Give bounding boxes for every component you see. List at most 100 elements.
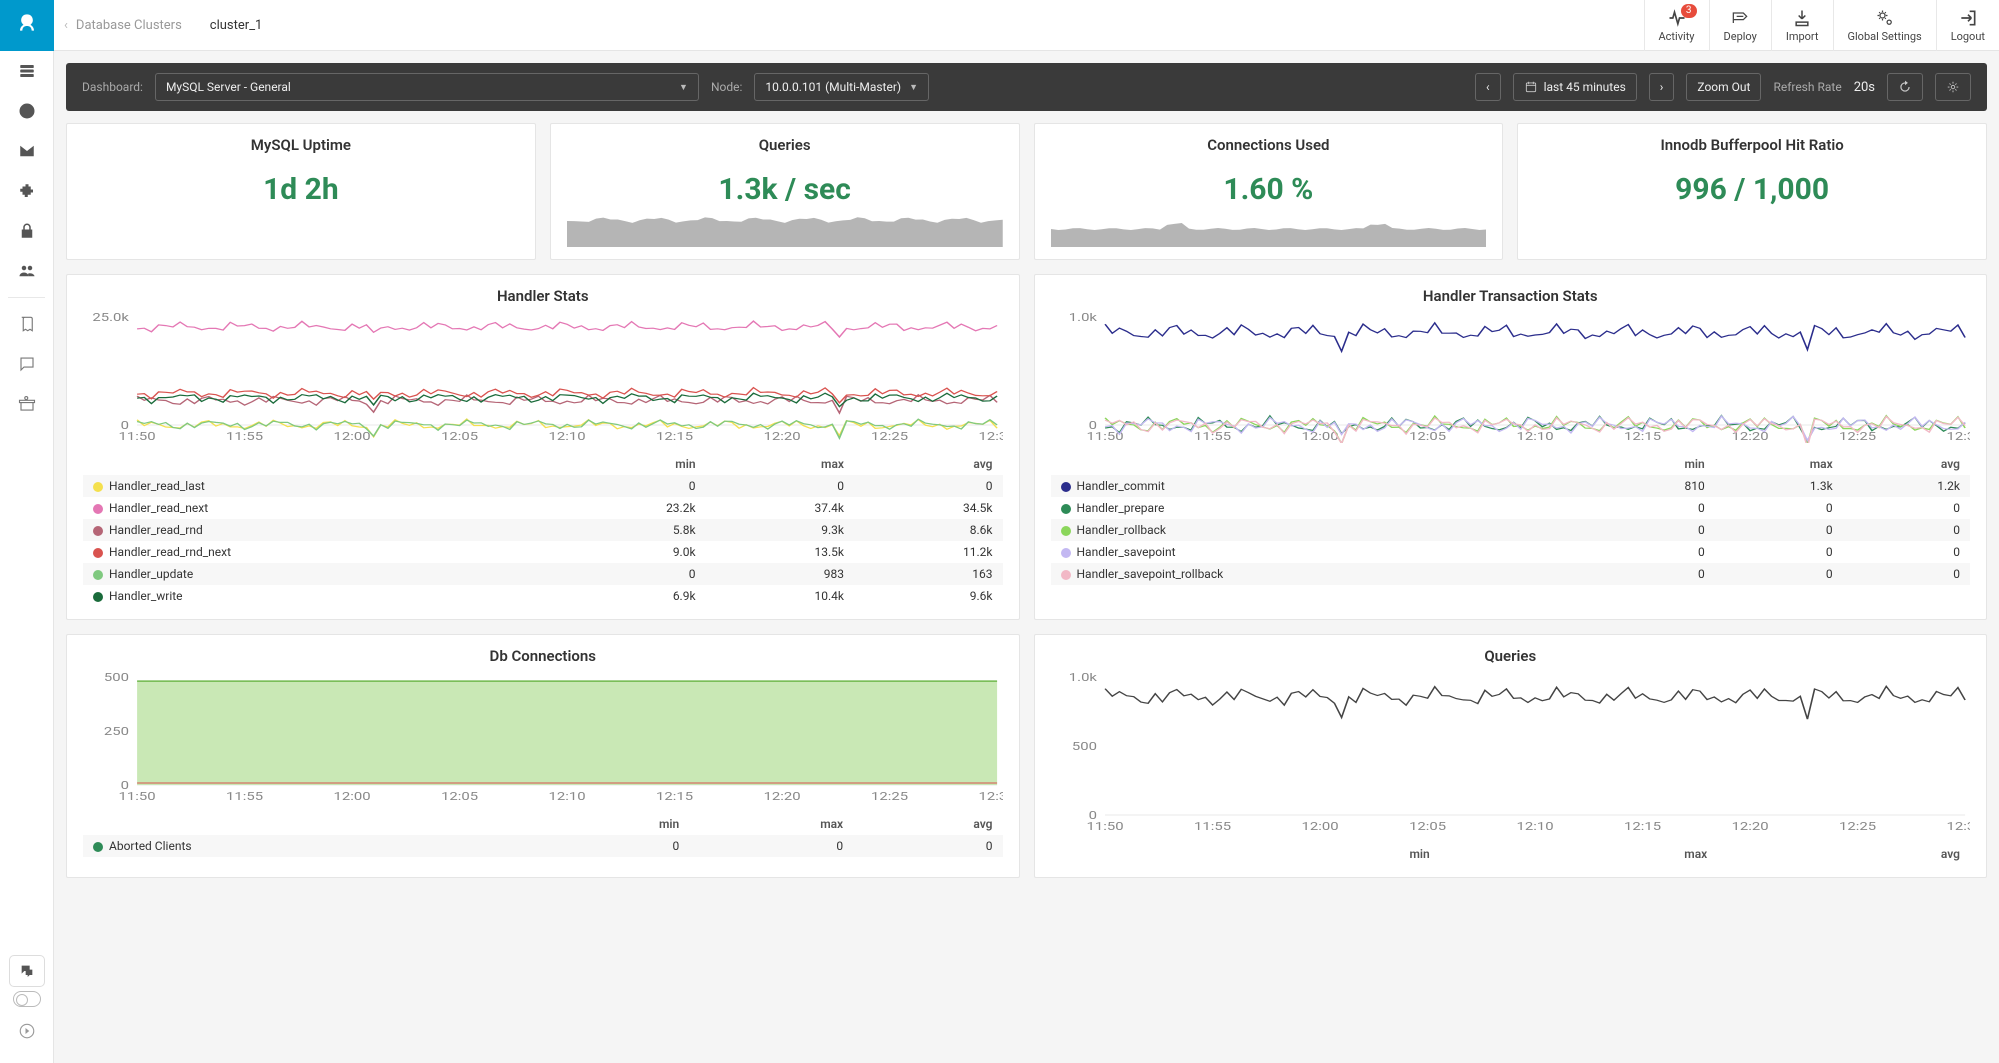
color-swatch (93, 526, 103, 536)
legend-row[interactable]: Handler_rollback000 (1051, 519, 1971, 541)
legend-row[interactable]: Aborted Clients000 (83, 835, 1003, 857)
svg-text:12:00: 12:00 (334, 431, 371, 443)
svg-text:12:20: 12:20 (1731, 431, 1768, 443)
chevron-left-icon[interactable]: ‹ (64, 18, 68, 33)
dashboard-select[interactable]: MySQL Server - General ▼ (155, 73, 699, 101)
breadcrumb-current: cluster_1 (210, 18, 263, 33)
svg-text:11:55: 11:55 (226, 791, 263, 803)
color-swatch (1061, 526, 1071, 536)
nav-users-icon[interactable] (0, 251, 54, 291)
svg-text:12:15: 12:15 (656, 791, 693, 803)
chart-title: Db Connections (83, 647, 1003, 665)
svg-text:12:20: 12:20 (764, 431, 801, 443)
legend-row[interactable]: Handler_commit8101.3k1.2k (1051, 475, 1971, 497)
svg-text:12:25: 12:25 (1839, 821, 1876, 833)
settings-button[interactable] (1935, 73, 1971, 101)
nav-mail-icon[interactable] (0, 131, 54, 171)
svg-text:12:30: 12:30 (1946, 431, 1970, 443)
svg-text:12:30: 12:30 (979, 431, 1003, 443)
stat-title: Queries (759, 136, 811, 154)
logo[interactable] (0, 0, 54, 51)
svg-text:500: 500 (1071, 741, 1096, 754)
stat-value: 1.60 % (1223, 172, 1313, 207)
dashboard-label: Dashboard: (82, 80, 143, 94)
db-connections-card: Db Connections 11:5011:5512:0012:0512:10… (66, 634, 1020, 878)
svg-text:11:55: 11:55 (1194, 821, 1231, 833)
stat-card: Queries 1.3k / sec (550, 123, 1020, 260)
node-label: Node: (711, 80, 742, 94)
nav-next-icon[interactable] (0, 1011, 54, 1051)
chat-button[interactable] (9, 955, 45, 987)
stat-title: MySQL Uptime (251, 136, 351, 154)
svg-text:12:10: 12:10 (1516, 821, 1553, 833)
color-swatch (1061, 504, 1071, 514)
chevron-down-icon: ▼ (679, 82, 688, 93)
import-button[interactable]: Import (1771, 0, 1833, 51)
legend-row[interactable]: Handler_read_rnd5.8k9.3k8.6k (83, 519, 1003, 541)
nav-lock-icon[interactable] (0, 211, 54, 251)
range-next-button[interactable]: › (1649, 73, 1675, 101)
svg-text:12:15: 12:15 (656, 431, 693, 443)
refresh-value: 20s (1854, 80, 1875, 95)
legend-row[interactable]: Handler_update0983163 (83, 563, 1003, 585)
stat-value: 1.3k / sec (718, 172, 850, 207)
activity-badge: 3 (1681, 4, 1697, 18)
deploy-button[interactable]: Deploy (1709, 0, 1771, 51)
chevron-down-icon: ▼ (909, 82, 918, 93)
time-range-button[interactable]: last 45 minutes (1513, 73, 1637, 101)
legend-row[interactable]: Handler_read_next23.2k37.4k34.5k (83, 497, 1003, 519)
theme-toggle[interactable] (13, 991, 41, 1007)
chart-title: Queries (1051, 647, 1971, 665)
legend-row[interactable]: Handler_read_rnd_next9.0k13.5k11.2k (83, 541, 1003, 563)
topbar: ‹ Database Clusters cluster_1 3 Activity… (54, 0, 1999, 51)
svg-text:12:10: 12:10 (1516, 431, 1553, 443)
svg-text:0: 0 (1088, 810, 1096, 823)
svg-text:12:00: 12:00 (334, 791, 371, 803)
color-swatch (93, 504, 103, 514)
legend-row[interactable]: Handler_savepoint000 (1051, 541, 1971, 563)
nav-clusters-icon[interactable] (0, 51, 54, 91)
svg-text:0: 0 (121, 780, 129, 793)
legend-row[interactable]: Handler_prepare000 (1051, 497, 1971, 519)
stat-value: 1d 2h (263, 172, 339, 207)
activity-button[interactable]: 3 Activity (1644, 0, 1709, 51)
nav-dashboard-icon[interactable] (0, 91, 54, 131)
svg-text:12:15: 12:15 (1624, 821, 1661, 833)
nav-book-icon[interactable] (0, 304, 54, 344)
stat-value: 996 / 1,000 (1675, 172, 1829, 207)
range-prev-button[interactable]: ‹ (1475, 73, 1501, 101)
color-swatch (1061, 570, 1071, 580)
svg-text:11:50: 11:50 (119, 791, 156, 803)
svg-text:12:20: 12:20 (764, 791, 801, 803)
color-swatch (93, 570, 103, 580)
global-settings-button[interactable]: Global Settings (1833, 0, 1936, 51)
color-swatch (93, 842, 103, 852)
svg-text:1.0k: 1.0k (1068, 313, 1097, 324)
svg-text:1.0k: 1.0k (1068, 673, 1097, 684)
breadcrumb-parent[interactable]: Database Clusters (76, 18, 182, 33)
legend-row[interactable]: Handler_read_last000 (83, 475, 1003, 497)
legend-row[interactable]: Handler_savepoint_rollback000 (1051, 563, 1971, 585)
nav-comment-icon[interactable] (0, 344, 54, 384)
dashboard-bar: Dashboard: MySQL Server - General ▼ Node… (66, 63, 1987, 111)
refresh-button[interactable] (1887, 73, 1923, 101)
stat-card: Innodb Bufferpool Hit Ratio996 / 1,000 (1517, 123, 1987, 260)
svg-text:11:55: 11:55 (226, 431, 263, 443)
svg-text:11:50: 11:50 (1086, 821, 1123, 833)
stat-card: Connections Used1.60 % (1034, 123, 1504, 260)
legend-row[interactable]: Handler_write6.9k10.4k9.6k (83, 585, 1003, 607)
svg-text:500: 500 (104, 673, 129, 684)
svg-text:11:50: 11:50 (119, 431, 156, 443)
chart-title: Handler Transaction Stats (1051, 287, 1971, 305)
node-select[interactable]: 10.0.0.101 (Multi-Master) ▼ (754, 73, 929, 101)
svg-text:12:05: 12:05 (441, 431, 478, 443)
color-swatch (1061, 548, 1071, 558)
svg-text:12:00: 12:00 (1301, 821, 1338, 833)
queries-card: Queries 11:5011:5512:0012:0512:1012:1512… (1034, 634, 1988, 878)
logout-button[interactable]: Logout (1936, 0, 1999, 51)
nav-gift-icon[interactable] (0, 384, 54, 424)
zoom-out-button[interactable]: Zoom Out (1686, 73, 1761, 101)
nav-plugin-icon[interactable] (0, 171, 54, 211)
chart-title: Handler Stats (83, 287, 1003, 305)
svg-text:12:15: 12:15 (1624, 431, 1661, 443)
